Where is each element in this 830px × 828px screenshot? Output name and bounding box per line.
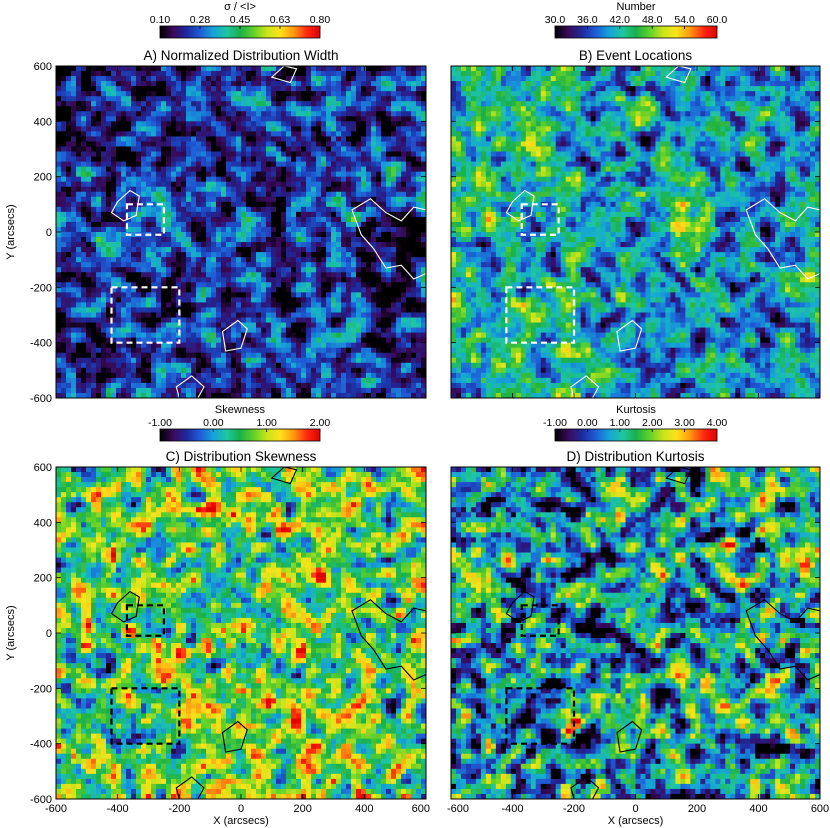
panel-c: Skewness -1.00 0.00 1.00 2.00 C) Distribution… — [5, 404, 430, 827]
panel-d: Kurtosis -1.00 0.00 1.00 2.00 3.00 4.00 D) Dist… — [447, 404, 829, 827]
colorbar-label: σ / <I> — [224, 1, 256, 13]
x-tick-label: -400 — [501, 803, 523, 815]
x-tick-label: 400 — [355, 803, 373, 815]
dashed-box — [125, 604, 166, 637]
contour-line — [570, 375, 600, 399]
contour-line — [570, 776, 600, 800]
contour-line — [270, 466, 298, 485]
y-tick-label: -200 — [30, 683, 52, 695]
y-axis-label: Y (arcsecs) — [5, 204, 17, 259]
colorbar-tick-label: 54.0 — [674, 14, 695, 26]
contour-line — [616, 319, 643, 352]
colorbar-tick-label: 42.0 — [610, 14, 631, 26]
colorbar-tick-label: 0.28 — [190, 14, 211, 26]
x-tick-label: 600 — [811, 803, 829, 815]
colorbar-label: Skewness — [215, 404, 266, 416]
y-tick-label: -200 — [30, 282, 52, 294]
contour-line — [270, 65, 298, 84]
x-tick-label: 0 — [238, 803, 244, 815]
dashed-box — [520, 203, 560, 236]
panel-title: B) Event Locations — [579, 48, 693, 63]
y-tick-label: 600 — [34, 462, 52, 474]
colorbar-tick-label: 0.45 — [230, 14, 251, 26]
contour-line — [110, 189, 140, 222]
colorbar-tick-label: 0.10 — [150, 14, 171, 26]
x-tick-label: 200 — [688, 803, 706, 815]
x-tick-label: 600 — [412, 803, 430, 815]
contour-line — [665, 65, 692, 84]
dashed-box — [110, 687, 181, 745]
contour-line — [665, 466, 692, 485]
heatmap-image — [451, 467, 821, 800]
x-tick-label: 200 — [293, 803, 311, 815]
colorbar-tick-label: 60.0 — [707, 14, 728, 26]
colorbar-tick-label: 4.00 — [707, 417, 728, 429]
y-tick-label: 200 — [34, 573, 52, 585]
x-axis-label: X (arcsecs) — [213, 815, 269, 827]
colorbar-tick-label: 0.80 — [310, 14, 331, 26]
colorbar-tick-label: 48.0 — [642, 14, 663, 26]
contour-line — [175, 776, 205, 800]
panel-title: C) Distribution Skewness — [166, 449, 317, 464]
dashed-box — [125, 203, 166, 236]
colorbar-tick-label: 30.0 — [545, 14, 566, 26]
x-tick-label: 0 — [632, 803, 638, 815]
y-tick-label: -600 — [30, 393, 52, 405]
contour-line — [221, 319, 248, 352]
panel-a: σ / <I> 0.10 0.28 0.45 0.63 0.80 A) Normalized… — [5, 1, 427, 405]
x-tick-label: 400 — [749, 803, 767, 815]
colorbar-tick-label: 0.00 — [577, 417, 598, 429]
colorbar-tick-label: 2.00 — [642, 417, 663, 429]
colorbar-label: Kurtosis — [616, 404, 656, 416]
x-tick-label: -600 — [45, 803, 67, 815]
y-tick-label: 600 — [34, 61, 52, 73]
colorbar-tick-label: 0.00 — [203, 417, 224, 429]
colorbar — [554, 428, 718, 442]
contour-line — [175, 375, 205, 399]
colorbar-tick-label: 2.00 — [310, 417, 331, 429]
x-tick-label: -200 — [168, 803, 190, 815]
colorbar — [159, 428, 321, 442]
panel-b: Number 30.0 36.0 42.0 48.0 54.0 60.0 B) Event L… — [450, 1, 821, 399]
y-tick-label: -600 — [30, 794, 52, 806]
x-axis-label: X (arcsecs) — [608, 815, 664, 827]
colorbar-tick-label: -1.00 — [543, 417, 567, 429]
colorbar — [554, 25, 718, 39]
colorbar-label: Number — [616, 1, 655, 13]
contour-line — [505, 590, 535, 623]
panel-title: D) Distribution Kurtosis — [566, 449, 704, 464]
y-tick-label: -400 — [30, 739, 52, 751]
colorbar-tick-label: -1.00 — [148, 417, 172, 429]
y-tick-label: 400 — [34, 517, 52, 529]
colorbar-tick-label: 1.00 — [256, 417, 277, 429]
contour-line — [221, 720, 248, 753]
x-tick-label: -400 — [107, 803, 129, 815]
colorbar-tick-label: 1.00 — [610, 417, 631, 429]
panel-title: A) Normalized Distribution Width — [143, 48, 338, 63]
contour-line — [110, 590, 140, 623]
y-tick-label: -400 — [30, 338, 52, 350]
contour-line — [505, 189, 535, 222]
dashed-box — [505, 286, 576, 344]
x-tick-label: -600 — [447, 803, 469, 815]
y-axis-label: Y (arcsecs) — [5, 605, 17, 660]
heatmap-image — [56, 467, 427, 800]
x-tick-label: -200 — [563, 803, 585, 815]
dashed-box — [520, 604, 560, 637]
y-tick-label: 0 — [46, 227, 52, 239]
dashed-box — [110, 286, 181, 344]
colorbar-tick-label: 0.63 — [270, 14, 291, 26]
contour-line — [616, 720, 643, 753]
y-tick-label: 400 — [34, 116, 52, 128]
y-tick-label: 200 — [34, 172, 52, 184]
y-tick-label: 0 — [46, 628, 52, 640]
colorbar-tick-label: 36.0 — [577, 14, 598, 26]
dashed-box — [505, 687, 576, 745]
heatmap-image — [451, 66, 821, 399]
colorbar-tick-label: 3.00 — [674, 417, 695, 429]
